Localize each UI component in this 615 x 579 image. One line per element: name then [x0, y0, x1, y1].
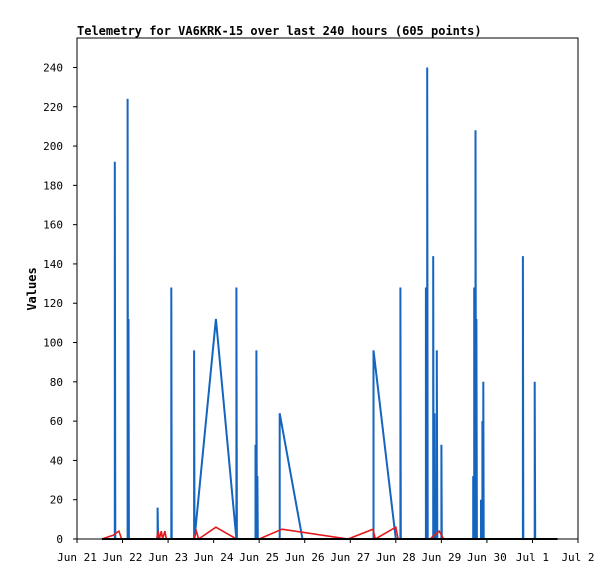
y-tick-label: 40 [50, 454, 63, 467]
y-tick-label: 20 [50, 494, 63, 507]
y-tick-label: 120 [43, 297, 63, 310]
plot-frame [76, 37, 579, 540]
x-tick-label: Jul 2 [561, 551, 594, 564]
y-tick-label: 180 [43, 179, 63, 192]
x-tick-label: Jun 28 [376, 551, 416, 564]
x-tick-label: Jun 26 [285, 551, 325, 564]
chart-title: Telemetry for VA6KRK-15 over last 240 ho… [77, 24, 482, 38]
y-tick-label: 60 [50, 415, 63, 428]
x-tick-label: Jul 1 [516, 551, 549, 564]
x-tick-label: Jun 27 [330, 551, 370, 564]
y-tick-label: 140 [43, 258, 63, 271]
x-axis: Jun 21 Jun 22 Jun 23 Jun 24 Jun 25 Jun 26 Jun … [57, 539, 595, 564]
y-axis-label: Values [25, 267, 39, 310]
y-tick-label: 240 [43, 61, 63, 74]
x-tick-label: Jun 22 [103, 551, 143, 564]
y-tick-label: 200 [43, 140, 63, 153]
y-axis: 0 20 40 60 80 100 120 140 160 180 200 220 240 [43, 61, 77, 546]
y-tick-label: 220 [43, 101, 63, 114]
x-tick-label: Jun 24 [194, 551, 234, 564]
y-tick-label: 160 [43, 219, 63, 232]
series-line-2 [101, 525, 445, 541]
series-line-1 [102, 67, 558, 540]
y-tick-label: 100 [43, 337, 63, 350]
y-tick-label: 0 [56, 533, 63, 546]
y-tick-label: 80 [50, 376, 63, 389]
x-tick-label: Jun 29 [421, 551, 461, 564]
x-tick-label: Jun 30 [467, 551, 507, 564]
series-layer [101, 67, 558, 541]
x-tick-label: Jun 21 [57, 551, 97, 564]
x-tick-label: Jun 23 [148, 551, 188, 564]
x-tick-label: Jun 25 [239, 551, 279, 564]
